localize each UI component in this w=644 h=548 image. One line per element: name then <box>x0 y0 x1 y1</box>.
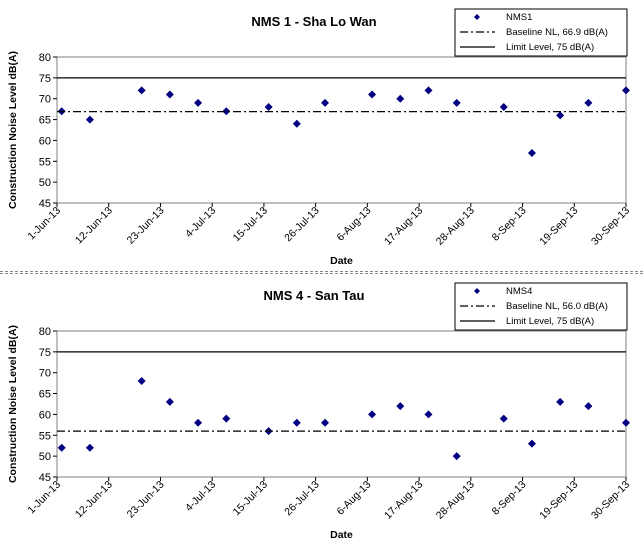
data-point <box>264 103 273 112</box>
x-tick-label: 30-Sep-13 <box>589 205 632 248</box>
data-point <box>137 377 146 386</box>
legend-swatch-diamond <box>474 14 480 20</box>
data-point <box>556 397 565 406</box>
data-point <box>194 98 203 107</box>
y-axis-label: Construction Noise Level dB(A) <box>7 325 19 483</box>
y-tick-label: 65 <box>39 389 51 401</box>
data-point <box>57 443 66 452</box>
plot-area <box>56 56 627 204</box>
data-point <box>194 418 203 427</box>
y-tick-label: 45 <box>39 198 51 210</box>
x-tick-label: 23-Jun-13 <box>125 479 167 521</box>
x-tick-label: 30-Sep-13 <box>589 479 632 522</box>
data-point <box>368 410 377 419</box>
x-tick-label: 6-Aug-13 <box>334 479 373 518</box>
chart-nms1: NMS 1 - Sha Lo Wan 45 50 55 60 65 70 75 80 Constr… <box>7 8 632 267</box>
data-point <box>222 414 231 423</box>
x-tick-label: 28-Aug-13 <box>434 205 477 248</box>
x-tick-label: 28-Aug-13 <box>434 479 477 522</box>
chart-title: NMS 4 - San Tau <box>264 288 365 303</box>
x-tick-label: 17-Aug-13 <box>382 205 425 248</box>
x-tick-label: 15-Jul-13 <box>231 479 271 519</box>
data-point <box>622 418 630 427</box>
chart-panel-nms1: NMS 1 - Sha Lo Wan 45 50 55 60 65 70 75 80 Constr… <box>0 0 643 272</box>
chart-nms4: NMS 4 - San Tau 45 50 55 60 65 70 75 80 Construct… <box>7 282 632 541</box>
y-tick-label: 70 <box>39 94 51 106</box>
x-tick-label: 12-Jun-13 <box>73 479 115 521</box>
x-axis-label: Date <box>330 529 353 541</box>
y-axis-label: Construction Noise Level dB(A) <box>7 51 19 209</box>
legend-swatch-diamond <box>474 288 480 294</box>
x-tick-label: 23-Jun-13 <box>125 205 167 247</box>
data-point <box>321 98 330 107</box>
data-point <box>584 402 593 411</box>
x-tick-label: 1-Jun-13 <box>25 479 63 517</box>
data-point <box>165 90 174 99</box>
y-tick-label: 80 <box>39 52 51 64</box>
x-tick-label: 19-Sep-13 <box>537 205 580 248</box>
x-tick-label: 26-Jul-13 <box>282 205 322 245</box>
chart-panel-nms4: NMS 4 - San Tau 45 50 55 60 65 70 75 80 Construct… <box>0 273 643 545</box>
y-tick-label: 60 <box>39 409 51 421</box>
data-point <box>368 90 377 99</box>
data-point <box>85 443 94 452</box>
legend-label: NMS1 <box>506 12 532 23</box>
x-tick-label: 4-Jul-13 <box>183 479 218 514</box>
data-point <box>622 86 630 95</box>
legend-label: Baseline NL, 66.9 dB(A) <box>506 27 608 38</box>
y-tick-label: 50 <box>39 451 51 463</box>
y-tick-label: 45 <box>39 472 51 484</box>
data-point <box>321 418 330 427</box>
x-tick-label: 6-Aug-13 <box>334 205 373 244</box>
x-tick-label: 26-Jul-13 <box>282 479 322 519</box>
data-point <box>527 148 536 157</box>
data-point <box>137 86 146 95</box>
data-point <box>452 452 461 461</box>
y-tick-label: 80 <box>39 326 51 338</box>
data-point <box>222 107 231 116</box>
legend-label: Limit Level, 75 dB(A) <box>506 316 594 327</box>
data-point <box>165 397 174 406</box>
data-point <box>396 94 405 103</box>
y-tick-label: 75 <box>39 347 51 359</box>
data-point <box>396 402 405 411</box>
y-tick-label: 70 <box>39 368 51 380</box>
x-axis-label: Date <box>330 255 353 267</box>
plot-area <box>56 330 627 478</box>
data-point <box>85 115 94 124</box>
data-point <box>424 86 433 95</box>
y-tick-label: 55 <box>39 430 51 442</box>
y-tick-label: 50 <box>39 177 51 189</box>
chart-title: NMS 1 - Sha Lo Wan <box>251 14 376 29</box>
data-point <box>292 119 301 128</box>
x-tick-label: 8-Sep-13 <box>490 205 529 244</box>
legend-label: NMS4 <box>506 286 532 297</box>
x-tick-label: 12-Jun-13 <box>73 205 115 247</box>
legend-label: Limit Level, 75 dB(A) <box>506 42 594 53</box>
x-tick-label: 17-Aug-13 <box>382 479 425 522</box>
y-tick-label: 60 <box>39 135 51 147</box>
y-tick-label: 75 <box>39 73 51 85</box>
y-tick-label: 55 <box>39 156 51 168</box>
data-point <box>527 439 536 448</box>
legend-label: Baseline NL, 56.0 dB(A) <box>506 301 608 312</box>
data-point <box>584 98 593 107</box>
data-point <box>499 103 508 112</box>
x-tick-label: 8-Sep-13 <box>490 479 529 518</box>
data-point <box>452 98 461 107</box>
y-tick-label: 65 <box>39 115 51 127</box>
data-point <box>556 111 565 120</box>
data-point <box>292 418 301 427</box>
x-tick-label: 19-Sep-13 <box>537 479 580 522</box>
data-point <box>424 410 433 419</box>
x-tick-label: 1-Jun-13 <box>25 205 63 243</box>
data-point <box>499 414 508 423</box>
x-tick-label: 15-Jul-13 <box>231 205 271 245</box>
x-tick-label: 4-Jul-13 <box>183 205 218 240</box>
